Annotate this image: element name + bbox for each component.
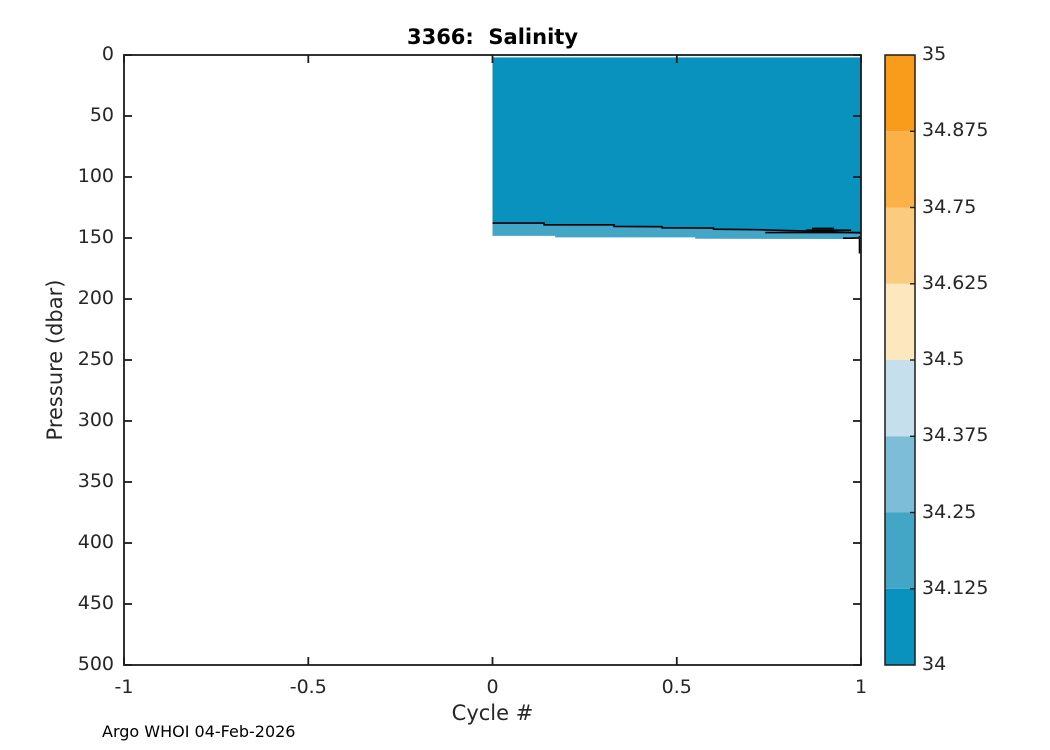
y-tick-label: 50 xyxy=(89,104,114,126)
colorbar-tick-label: 34.5 xyxy=(922,348,965,370)
y-tick-label: 350 xyxy=(77,470,114,492)
colorbar-tick-label: 35 xyxy=(922,43,947,65)
colorbar-segment xyxy=(885,512,915,589)
y-tick-label: 450 xyxy=(77,592,114,614)
colorbar-tick-label: 34.375 xyxy=(922,424,989,447)
contour-line xyxy=(492,222,862,234)
colorbar-segment xyxy=(885,131,915,208)
y-tick-label: 100 xyxy=(77,165,114,187)
x-tick-label: 0 xyxy=(486,676,499,698)
colorbar-tick-label: 34.25 xyxy=(922,500,977,523)
y-tick-label: 250 xyxy=(77,348,114,370)
colorbar-tick-label: 34.875 xyxy=(922,119,989,142)
x-tick-label: -1 xyxy=(114,676,134,698)
x-tick-label: 0.5 xyxy=(661,676,692,698)
figure-footer: Argo WHOI 04-Feb-2026 xyxy=(102,722,296,741)
colorbar-tick-label: 34.625 xyxy=(922,271,989,294)
colorbar-tick-label: 34 xyxy=(922,653,947,675)
colorbar-tick-label: 34.125 xyxy=(922,576,989,599)
y-tick-label: 200 xyxy=(77,287,114,309)
x-axis-label: Cycle # xyxy=(451,701,534,725)
y-tick-label: 500 xyxy=(77,653,114,675)
contour-fill-region xyxy=(492,57,861,234)
x-tick-label: 1 xyxy=(854,676,868,698)
colorbar-segment xyxy=(885,55,915,132)
y-tick-label: 400 xyxy=(77,531,114,553)
y-tick-label: 0 xyxy=(101,43,114,65)
y-tick-label: 150 xyxy=(77,226,114,248)
chart-title: 3366: Salinity xyxy=(406,25,579,49)
colorbar-segment xyxy=(885,436,915,513)
colorbar-segment xyxy=(885,207,915,284)
colorbar-tick-label: 34.75 xyxy=(922,195,977,218)
colorbar-segment xyxy=(885,283,915,360)
x-tick-label: -0.5 xyxy=(289,676,327,698)
y-tick-label: 300 xyxy=(77,409,114,431)
colorbar-segment xyxy=(885,360,915,437)
contour-fill-region xyxy=(492,223,861,239)
colorbar-segment xyxy=(885,588,915,665)
